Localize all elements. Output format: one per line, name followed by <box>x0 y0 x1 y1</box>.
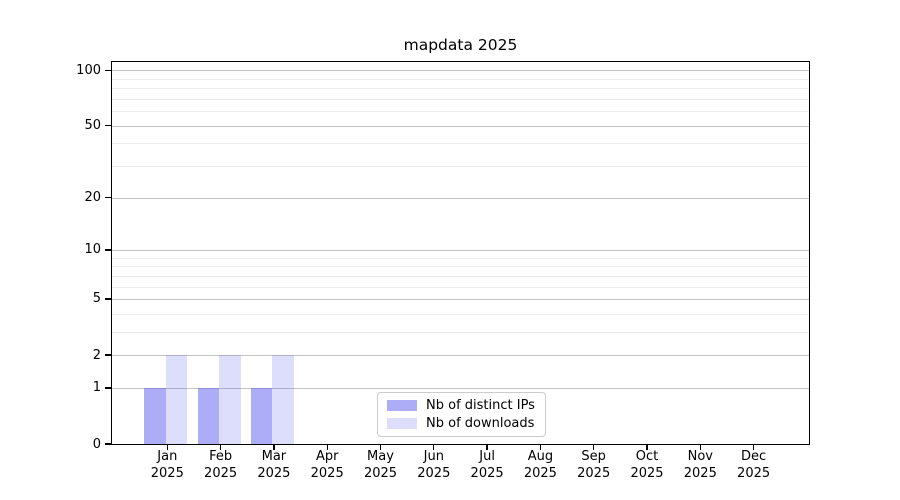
x-tick-mark <box>273 445 275 450</box>
bar-downloads <box>219 355 241 444</box>
legend-item-downloads: Nb of downloads <box>387 416 535 431</box>
chart-title: mapdata 2025 <box>403 36 518 54</box>
x-tick-label: Jan 2025 <box>150 449 184 481</box>
x-tick-mark <box>699 445 701 450</box>
x-tick-mark <box>166 445 168 450</box>
y-gridline-minor <box>112 313 809 315</box>
x-tick-label: Dec 2025 <box>737 449 771 481</box>
y-gridline-minor <box>112 266 809 268</box>
x-tick-label: Jun 2025 <box>417 449 451 481</box>
x-tick-label: Apr 2025 <box>310 449 344 481</box>
x-tick-label: Oct 2025 <box>630 449 664 481</box>
x-tick-mark <box>593 445 595 450</box>
y-gridline-major <box>112 197 809 199</box>
bar-downloads <box>165 355 188 444</box>
x-tick-label: May 2025 <box>363 449 398 481</box>
y-gridline-minor <box>112 257 809 259</box>
bar-downloads <box>272 355 294 444</box>
x-tick-mark <box>539 445 542 450</box>
y-gridline-minor <box>112 166 809 167</box>
x-tick-label: Mar 2025 <box>257 449 291 481</box>
y-tick-label: 5 <box>92 291 101 307</box>
x-tick-label: Feb 2025 <box>204 449 238 481</box>
y-tick-mark <box>105 249 111 251</box>
x-tick-mark <box>752 445 755 450</box>
x-tick-mark <box>646 445 648 450</box>
y-tick-label: 10 <box>84 242 101 258</box>
y-tick-label: 0 <box>92 436 101 452</box>
y-tick-label: 20 <box>84 190 101 205</box>
y-tick-mark <box>105 196 111 199</box>
y-gridline-minor <box>112 286 809 288</box>
y-gridline-major <box>112 298 809 300</box>
bar-distinct-ips <box>197 387 220 444</box>
y-gridline-minor <box>112 88 809 90</box>
y-tick-mark <box>105 443 111 445</box>
y-gridline-major <box>112 355 809 357</box>
x-tick-label: Jul 2025 <box>470 449 504 481</box>
legend: Nb of distinct IPs Nb of downloads <box>377 392 546 437</box>
legend-swatch-distinct-ips <box>387 400 417 411</box>
x-tick-mark <box>486 445 488 450</box>
x-tick-mark <box>433 445 435 450</box>
x-tick-label: Aug 2025 <box>523 449 557 481</box>
y-tick-mark <box>105 69 111 72</box>
x-tick-mark <box>379 445 382 450</box>
legend-label-distinct-ips: Nb of distinct IPs <box>426 398 535 413</box>
y-tick-mark <box>105 354 111 356</box>
y-gridline-minor <box>112 275 809 277</box>
y-tick-label: 1 <box>92 380 101 396</box>
legend-swatch-downloads <box>387 418 417 429</box>
y-gridline-minor <box>112 143 809 145</box>
x-tick-mark <box>219 445 222 450</box>
y-gridline-major <box>112 387 809 389</box>
y-gridline-major <box>112 249 809 251</box>
y-tick-label: 2 <box>92 347 101 363</box>
legend-label-downloads: Nb of downloads <box>426 416 535 431</box>
y-tick-mark <box>105 298 111 300</box>
y-tick-label: 50 <box>84 118 101 134</box>
y-gridline-minor <box>112 98 809 100</box>
y-tick-mark <box>105 387 111 389</box>
y-tick-mark <box>105 125 111 127</box>
x-tick-label: Sep 2025 <box>577 449 611 481</box>
bar-distinct-ips <box>144 387 166 444</box>
y-gridline-minor <box>112 331 809 333</box>
y-gridline-minor <box>112 78 809 80</box>
x-tick-label: Nov 2025 <box>683 449 717 481</box>
bar-distinct-ips <box>250 387 273 444</box>
legend-item-distinct-ips: Nb of distinct IPs <box>387 398 535 413</box>
y-gridline-major <box>112 70 809 72</box>
y-tick-label: 100 <box>76 62 101 78</box>
y-gridline-major <box>112 125 809 127</box>
plot-area <box>111 61 810 445</box>
x-tick-mark <box>326 445 328 450</box>
y-gridline-minor <box>112 111 809 113</box>
